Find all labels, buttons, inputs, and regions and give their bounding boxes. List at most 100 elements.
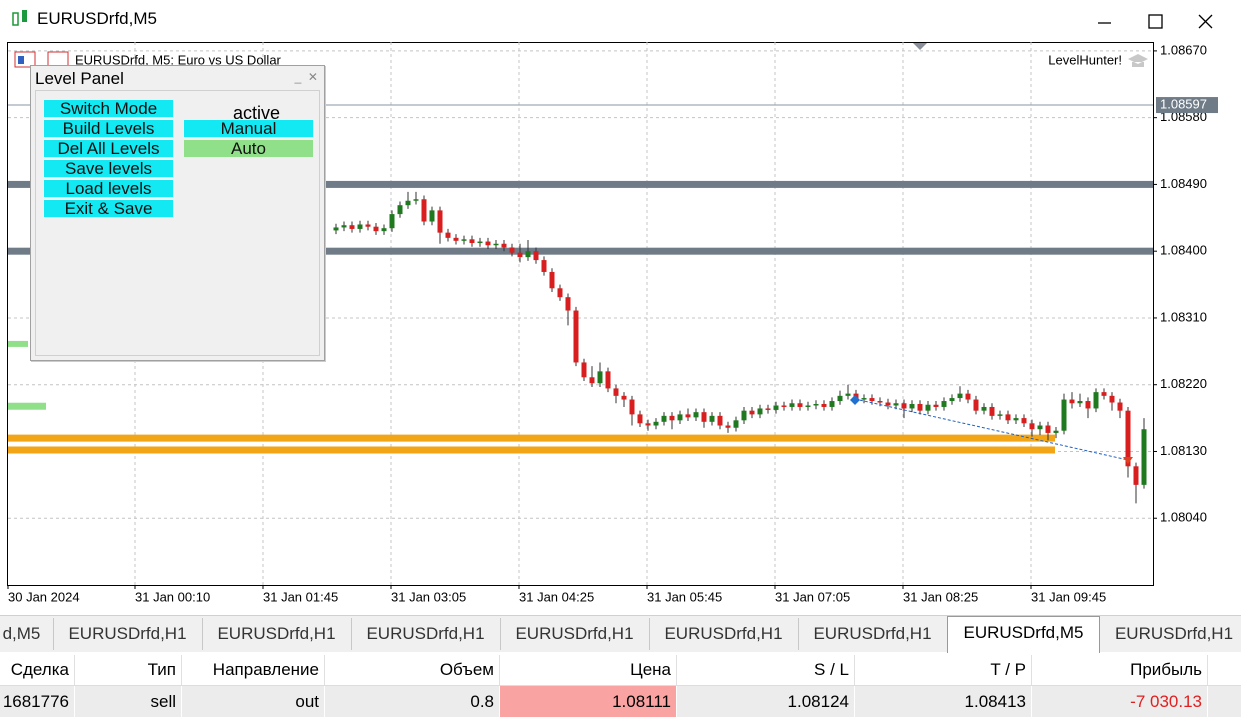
candle-body — [445, 232, 451, 238]
close-button[interactable] — [1198, 14, 1213, 29]
candle-body — [1013, 418, 1019, 421]
panel-button[interactable]: Del All Levels — [44, 140, 173, 157]
candle-body — [661, 415, 667, 422]
x-tick-label: 31 Jan 00:10 — [135, 589, 210, 604]
app-icon — [22, 10, 27, 22]
chart-tab[interactable]: EURUSDrfd,M5 — [947, 616, 1100, 653]
candle-body — [893, 403, 899, 406]
panel-button[interactable]: Load levels — [44, 180, 173, 197]
candle-body — [1069, 399, 1075, 404]
candle-body — [957, 393, 963, 399]
window-title: EURUSDrfd,M5 — [37, 9, 157, 28]
chart-symbol: EURUSDrfd, M5: Euro vs US Dollar — [75, 52, 282, 67]
trade-entry-marker — [850, 395, 860, 405]
mode-label: active — [233, 103, 281, 123]
x-tick-label: 31 Jan 05:45 — [647, 589, 722, 604]
chart-tab[interactable]: EURUSDrfd,H1 — [1099, 618, 1241, 650]
candle-body — [813, 404, 819, 406]
chart-tab[interactable]: EURUSDrfd,H1 — [351, 618, 501, 650]
panel-controls[interactable]: _ ✕ — [294, 70, 318, 84]
y-tick-label: 1.08130 — [1160, 443, 1207, 458]
candle-body — [1085, 401, 1091, 409]
table-cell: 1.08111 — [500, 686, 677, 717]
candle-body — [421, 199, 427, 222]
chart-tab[interactable]: EURUSDrfd,H1 — [202, 618, 352, 650]
candle-body — [1053, 430, 1059, 433]
price-level — [8, 446, 1055, 454]
candle-body — [525, 251, 531, 258]
table-cell: 1.08124 — [677, 686, 855, 717]
candle-body — [789, 403, 795, 407]
candle-body — [837, 395, 843, 402]
chart-icon — [18, 56, 24, 64]
candle-body — [653, 421, 659, 426]
chart-tab[interactable]: EURUSDrfd,H1 — [53, 618, 203, 650]
x-tick-label: 31 Jan 04:25 — [519, 589, 594, 604]
candle-body — [429, 210, 435, 222]
panel-button[interactable]: Save levels — [44, 160, 173, 177]
chart-tab[interactable]: EURUSDrfd,H1 — [500, 618, 650, 650]
chart-tab[interactable]: EURUSDrfd,H1 — [798, 618, 948, 650]
candle-body — [885, 402, 891, 406]
candle-body — [1037, 425, 1043, 430]
candle-body — [629, 399, 635, 415]
candle-body — [637, 414, 643, 424]
candle-body — [741, 410, 747, 421]
candle-body — [509, 247, 515, 253]
price-level — [8, 434, 1055, 442]
candle-body — [645, 423, 651, 426]
column-header: Объем — [325, 655, 500, 685]
candle-body — [541, 260, 547, 272]
candle-body — [869, 398, 875, 402]
candle-body — [725, 425, 731, 428]
candle-body — [965, 393, 971, 400]
chart-tab[interactable]: EURUSDrfd,H1 — [649, 618, 799, 650]
y-tick-label: 1.08670 — [1160, 42, 1207, 57]
candle-body — [709, 415, 715, 422]
candle-body — [1125, 410, 1131, 467]
shift-marker — [913, 43, 927, 50]
candle-body — [765, 408, 771, 410]
candle-body — [1101, 392, 1107, 396]
candle-body — [949, 398, 955, 402]
candle-body — [349, 225, 355, 229]
x-tick-label: 30 Jan 2024 — [8, 589, 80, 604]
chart-tab[interactable]: d,M5 — [0, 618, 54, 650]
candle-body — [861, 398, 867, 400]
candle-body — [901, 403, 907, 409]
header-row — [0, 655, 1241, 686]
candle-body — [597, 371, 603, 384]
candle-body — [357, 224, 363, 229]
table-cell: 1.08413 — [855, 686, 1032, 717]
maximize-button[interactable] — [1148, 14, 1163, 29]
candle-body — [693, 412, 699, 418]
column-header: T / P — [855, 655, 1032, 685]
y-tick-label: 1.08400 — [1160, 243, 1207, 258]
candle-body — [1061, 399, 1067, 431]
candle-body — [485, 241, 491, 246]
table-cell: out — [182, 686, 325, 717]
candle-body — [845, 393, 851, 396]
x-tick-label: 31 Jan 07:05 — [775, 589, 850, 604]
panel-button[interactable]: Build Levels — [44, 120, 173, 137]
column-header: S / L — [677, 655, 855, 685]
mode-button[interactable]: Auto — [184, 140, 313, 157]
candle-body — [397, 205, 403, 215]
panel-body — [35, 90, 320, 356]
current-price-label: 1.08597 — [1160, 96, 1207, 111]
table-cell: -7 030.13 — [1032, 686, 1208, 717]
panel-button[interactable]: Exit & Save — [44, 200, 173, 217]
column-header: Тип — [75, 655, 182, 685]
candle-body — [365, 224, 371, 227]
candle-body — [477, 241, 483, 244]
candle-body — [573, 310, 579, 363]
panel-button[interactable]: Switch Mode — [44, 100, 173, 117]
candle-body — [581, 362, 587, 378]
mode-button[interactable]: Manual — [184, 120, 313, 137]
candle-body — [621, 395, 627, 400]
candle-body — [461, 239, 467, 241]
candle-body — [821, 404, 827, 407]
app-icon — [12, 12, 19, 26]
column-header: Направление — [182, 655, 325, 685]
price-level — [8, 402, 46, 410]
